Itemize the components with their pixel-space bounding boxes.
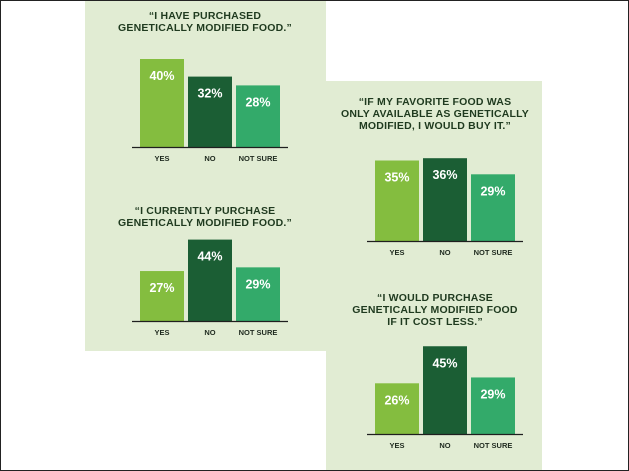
chart-title-line: GENETICALLY MODIFIED FOOD <box>352 304 518 316</box>
chart-title-line: “I WOULD PURCHASE <box>377 292 493 304</box>
chart-title-line: “I HAVE PURCHASED <box>149 10 262 22</box>
bar-value-label: 32% <box>197 87 222 101</box>
bar-value-label: 40% <box>149 69 174 83</box>
chart-title-line: “IF MY FAVORITE FOOD WAS <box>359 96 512 108</box>
category-label: NO <box>439 441 450 450</box>
chart-title-line: GENETICALLY MODIFIED FOOD.” <box>118 22 292 34</box>
bar-value-label: 44% <box>197 250 222 264</box>
chart-title-line: MODIFIED, I WOULD BUY IT.” <box>359 120 511 132</box>
bar-no <box>188 239 232 321</box>
chart-panel-favorite-food: “IF MY FAVORITE FOOD WAS ONLY AVAILABLE A… <box>326 81 542 470</box>
bar-value-label: 26% <box>384 393 409 407</box>
category-label: YES <box>154 154 169 163</box>
category-label: YES <box>389 248 404 257</box>
category-label: NOT SURE <box>239 154 278 163</box>
bar-no <box>423 346 467 434</box>
category-label: NOT SURE <box>474 441 513 450</box>
bar-yes <box>140 59 184 147</box>
bar-value-label: 29% <box>245 277 270 291</box>
bar-no <box>188 76 232 147</box>
bar-yes <box>375 383 419 434</box>
chart-title-line: GENETICALLY MODIFIED FOOD.” <box>118 217 292 229</box>
category-label: NOT SURE <box>474 248 513 257</box>
category-label: NO <box>204 154 215 163</box>
category-label: YES <box>154 328 169 337</box>
bar-not-sure <box>236 85 280 147</box>
category-label: NO <box>439 248 450 257</box>
chart-title-line: IF IT COST LESS.” <box>387 316 483 328</box>
bar-not-sure <box>236 267 280 321</box>
bar-value-label: 45% <box>432 356 457 370</box>
bar-yes <box>375 160 419 241</box>
chart-panel-have-purchased: “I HAVE PURCHASED GENETICALLY MODIFIED FO… <box>85 1 326 351</box>
bar-value-label: 27% <box>149 281 174 295</box>
bar-not-sure <box>471 377 515 434</box>
bar-value-label: 28% <box>245 95 270 109</box>
bar-value-label: 29% <box>480 387 505 401</box>
bar-value-label: 36% <box>432 168 457 182</box>
category-label: YES <box>389 441 404 450</box>
category-label: NOT SURE <box>239 328 278 337</box>
chart-title-line: ONLY AVAILABLE AS GENETICALLY <box>341 108 529 120</box>
chart-title-line: “I CURRENTLY PURCHASE <box>135 205 276 217</box>
bar-value-label: 29% <box>480 184 505 198</box>
bar-value-label: 35% <box>384 171 409 185</box>
bar-not-sure <box>471 174 515 241</box>
bar-yes <box>140 271 184 321</box>
category-label: NO <box>204 328 215 337</box>
bar-no <box>423 158 467 241</box>
